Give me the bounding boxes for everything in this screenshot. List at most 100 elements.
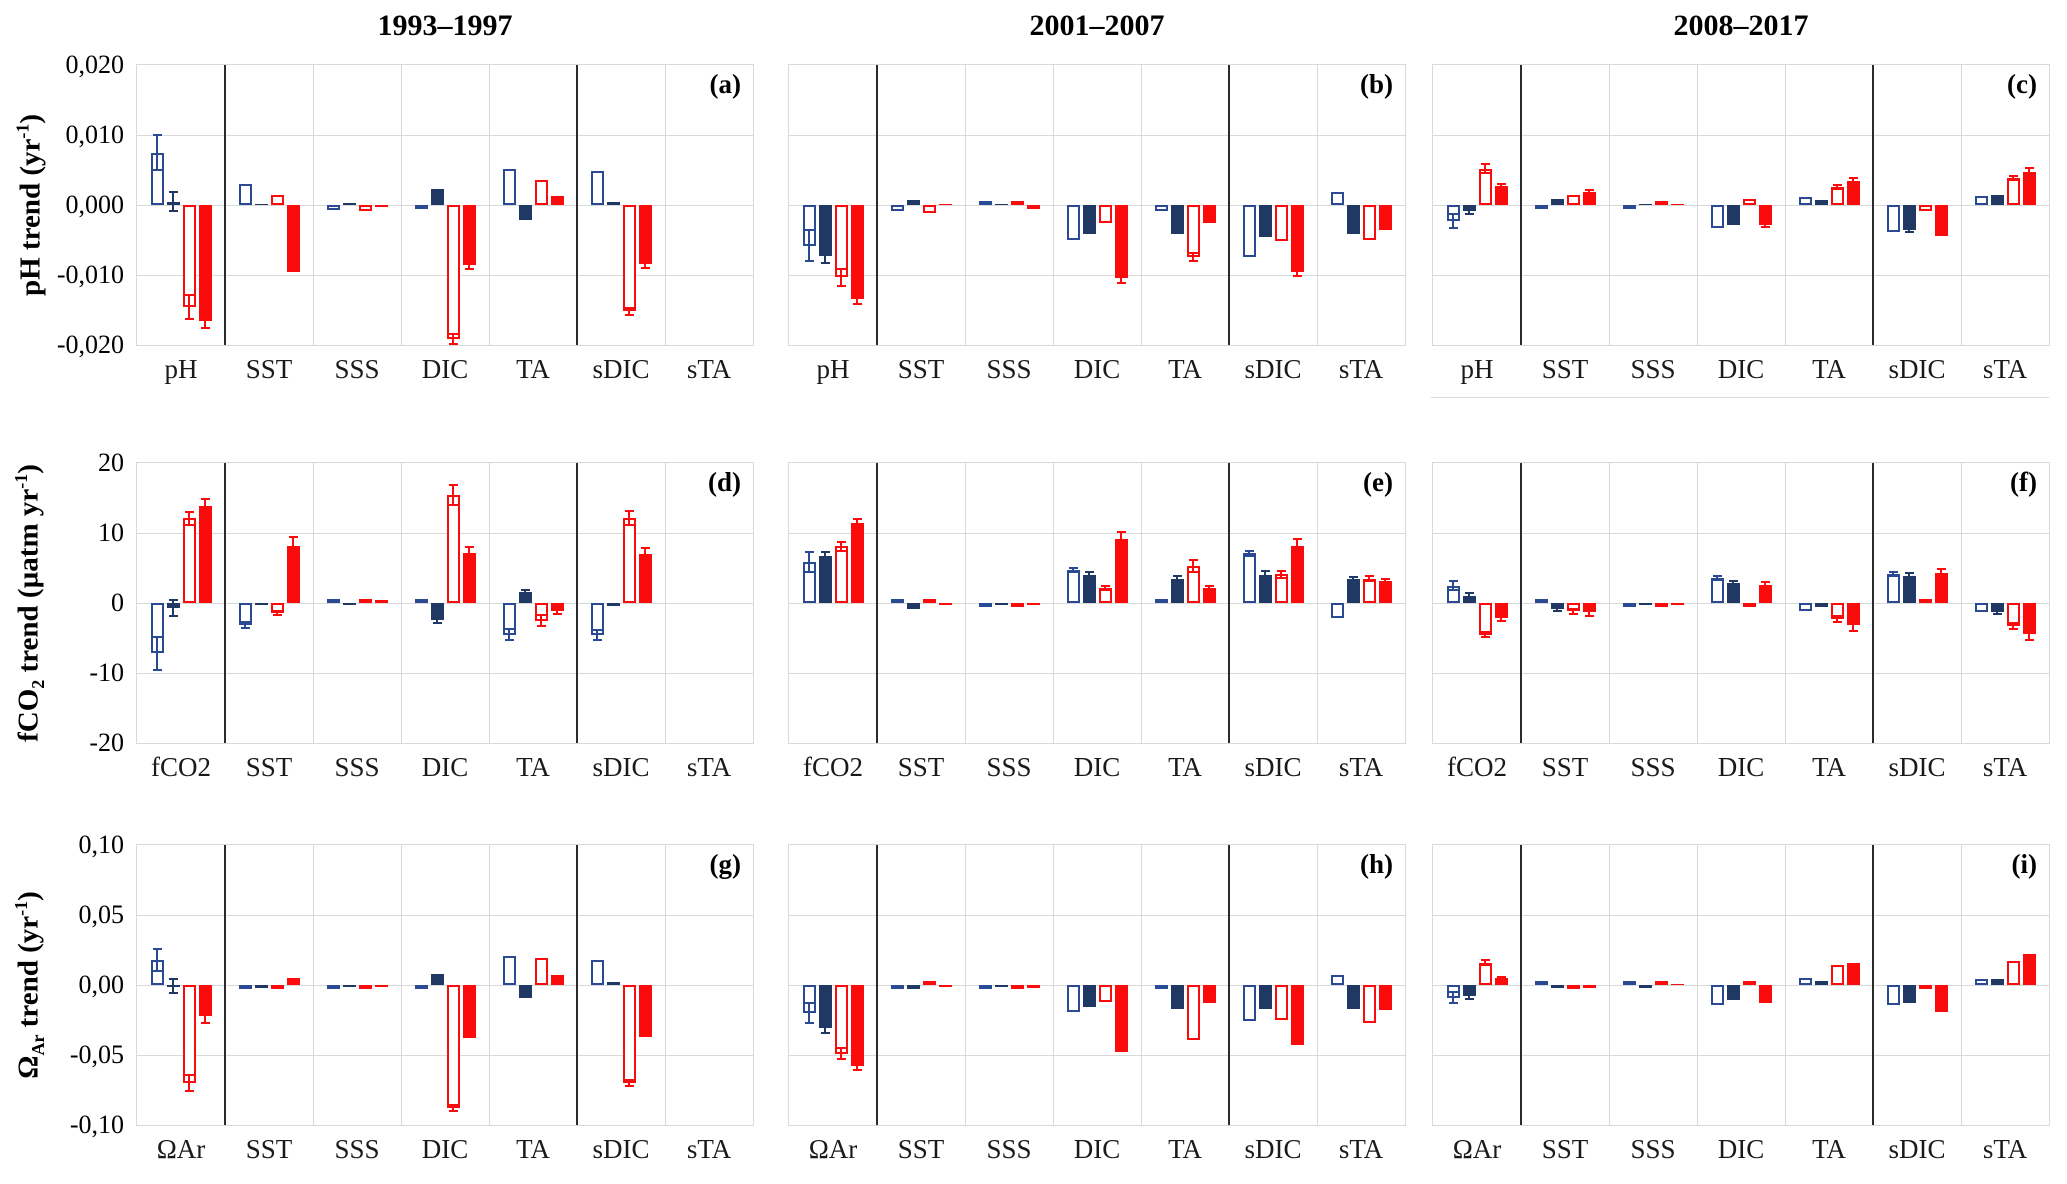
bar-open-red: [1098, 985, 1112, 1002]
error-bar-line: [1072, 568, 1074, 573]
error-bar-cap: [448, 504, 458, 506]
error-bar-cap: [1480, 636, 1490, 639]
bar-solid-blue: [254, 203, 268, 205]
bar-solid-red: [1202, 205, 1216, 224]
bar-open-red: [1566, 194, 1580, 205]
error-bar-cap: [168, 992, 178, 995]
gridline-vertical: [665, 845, 666, 1125]
bar-open-red: [1654, 603, 1668, 607]
error-bar-cap: [1068, 571, 1078, 574]
error-bar-line: [1296, 539, 1298, 554]
bar-solid-red: [1378, 581, 1392, 603]
gridline-vertical: [665, 463, 666, 743]
bar-solid-red: [286, 205, 300, 272]
x-category-label: fCO2: [803, 751, 863, 782]
error-bar-cap: [152, 636, 162, 639]
error-bar-line: [644, 548, 646, 560]
bar-open-blue: [1242, 985, 1256, 1022]
y-axis-omega-ar: ΩAr trend (yr-1) 0,10 0,05 0,00 -0,05 -0,10: [0, 830, 136, 1139]
bar-open-blue: [1154, 985, 1168, 989]
bar-solid-red: [638, 554, 652, 603]
gridline-horizontal: [1433, 135, 2049, 136]
error-bar-cap: [1116, 545, 1126, 548]
row-fco2-trend: fCO2 trend (µatm yr-1) 20 10 0 -10 -20 (d) f…: [0, 448, 2067, 790]
error-bar-cap: [184, 1073, 194, 1076]
bar-open-blue: [1974, 195, 1988, 205]
group-separator-line: [1872, 463, 1874, 743]
bar-open-red: [182, 518, 196, 603]
x-category-label: sDIC: [1888, 353, 1946, 384]
error-bar-cap: [152, 947, 162, 950]
bar-open-red: [1274, 985, 1288, 1020]
column-titles-row: 1993–1997 2001–2007 2008–2017: [0, 8, 2067, 44]
bar-solid-red: [286, 978, 300, 985]
bar-solid-blue: [906, 200, 920, 205]
bar-solid-red: [1582, 985, 1596, 988]
panel-block-a: (a) pH SST SSS DIC TA sDIC sTA: [136, 64, 754, 392]
error-bar-line: [840, 268, 842, 286]
bar-open-blue: [978, 985, 992, 989]
error-bar-line: [1836, 616, 1838, 622]
error-bar-line: [2012, 623, 2014, 629]
bar-open-blue: [1534, 205, 1548, 210]
bar-open-red: [2006, 177, 2020, 205]
gridline-vertical: [965, 463, 966, 743]
bar-solid-red: [1378, 985, 1392, 1011]
x-category-label: sTA: [1982, 751, 2028, 782]
bar-open-red: [834, 205, 848, 278]
error-bar-cap: [152, 134, 162, 136]
x-category-label: SST: [1541, 1133, 1589, 1164]
error-bar-line: [1484, 631, 1486, 638]
bar-open-red: [358, 599, 372, 603]
bar-solid-blue: [606, 982, 620, 985]
bar-solid-red: [286, 546, 300, 603]
error-bar-cap: [804, 1021, 814, 1024]
x-category-label: sTA: [1338, 751, 1384, 782]
group-separator-line: [1520, 463, 1522, 743]
panel-letter: (h): [1360, 849, 1393, 879]
error-bar-cap: [2024, 639, 2034, 642]
group-separator-line: [224, 463, 226, 743]
bar-open-red: [1742, 980, 1756, 985]
bar-solid-red: [1378, 205, 1392, 231]
bar-solid-blue: [1638, 203, 1652, 205]
error-bar-cap: [1832, 183, 1842, 186]
bar-open-red: [2006, 961, 2020, 985]
error-bar-cap: [1244, 549, 1254, 552]
bar-open-blue: [590, 170, 604, 205]
y-tick-label: -20: [89, 728, 124, 757]
bar-solid-red: [374, 600, 388, 603]
bar-open-blue: [1798, 978, 1812, 985]
bar-open-blue: [414, 205, 428, 210]
bar-open-red: [182, 205, 196, 308]
row-omega-ar-trend: ΩAr trend (yr-1) 0,10 0,05 0,00 -0,05 -0,10 …: [0, 830, 2067, 1172]
error-bar-line: [204, 314, 206, 329]
bar-solid-red: [1114, 985, 1128, 1053]
error-bar-cap: [1292, 266, 1302, 269]
error-bar-cap: [168, 599, 178, 602]
error-bar-cap: [432, 621, 442, 624]
x-category-labels: pH SST SSS DIC TA sDIC sTA: [137, 346, 753, 392]
error-bar-cap: [288, 536, 298, 539]
bar-solid-blue: [818, 205, 832, 257]
error-bar-cap: [240, 626, 250, 629]
bar-solid-red: [462, 553, 476, 603]
bar-solid-blue: [1170, 985, 1184, 1009]
error-bar-cap: [448, 1104, 458, 1107]
error-bar-line: [1484, 959, 1486, 966]
bar-solid-red: [638, 205, 652, 264]
y-tick-label: 0,05: [78, 900, 125, 929]
error-bar-cap: [1848, 183, 1858, 185]
x-category-label: sTA: [1338, 353, 1384, 384]
error-bar-cap: [640, 267, 650, 269]
error-bar-cap: [448, 332, 458, 335]
bar-solid-blue: [1170, 579, 1184, 603]
error-bar-line: [1764, 582, 1766, 588]
error-bar-line: [276, 610, 278, 615]
error-bar-cap: [1068, 567, 1078, 569]
x-category-label: SSS: [1630, 353, 1676, 384]
error-bar-cap: [1464, 592, 1474, 595]
y-tick-label: 0,10: [78, 830, 125, 859]
error-bar-cap: [2024, 175, 2034, 178]
bar-solid-red: [1934, 985, 1948, 1012]
